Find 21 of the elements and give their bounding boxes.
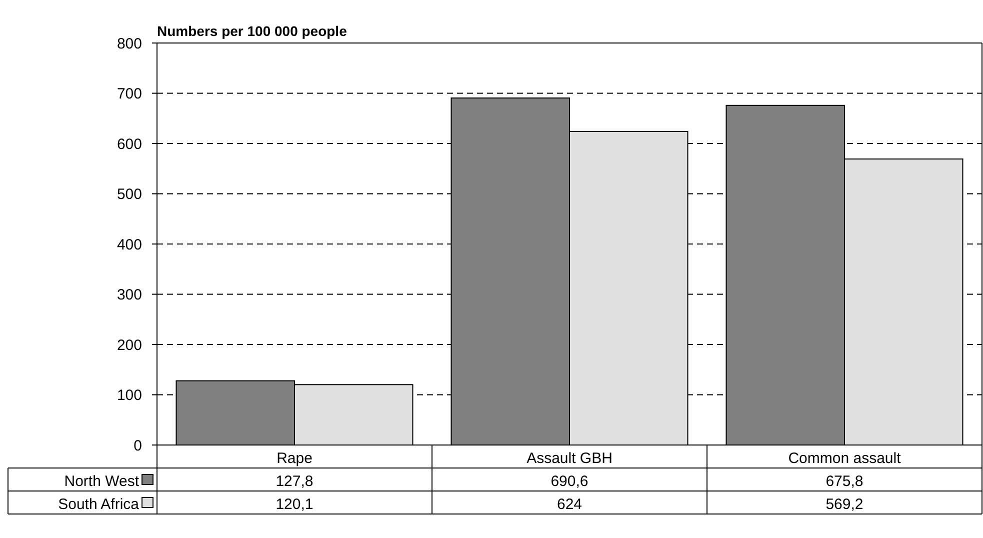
data-label: 624 [556, 496, 582, 513]
chart-title: Numbers per 100 000 people [157, 23, 348, 39]
legend-label: North West [64, 472, 140, 490]
x-tick-label: Assault GBH [526, 450, 612, 467]
y-tick-label: 100 [116, 387, 142, 404]
data-label: 690,6 [550, 472, 588, 490]
x-tick-label: Common assault [788, 450, 902, 467]
y-tick-label: 800 [116, 35, 142, 52]
data-label: 127,8 [276, 472, 314, 490]
y-tick-label: 200 [116, 336, 142, 354]
y-tick-label: 600 [116, 136, 142, 153]
y-tick-label: 300 [116, 286, 142, 304]
y-tick-label: 400 [116, 236, 142, 254]
y-tick-label: 500 [116, 186, 142, 203]
y-tick-label: 700 [116, 86, 142, 102]
data-label: 569,2 [826, 496, 864, 513]
y-tick-label: 0 [134, 437, 142, 454]
data-label: 675,8 [826, 472, 864, 490]
x-tick-label: Rape [276, 450, 312, 467]
data-label: 120,1 [276, 496, 314, 513]
legend-label: South Africa [58, 496, 140, 513]
